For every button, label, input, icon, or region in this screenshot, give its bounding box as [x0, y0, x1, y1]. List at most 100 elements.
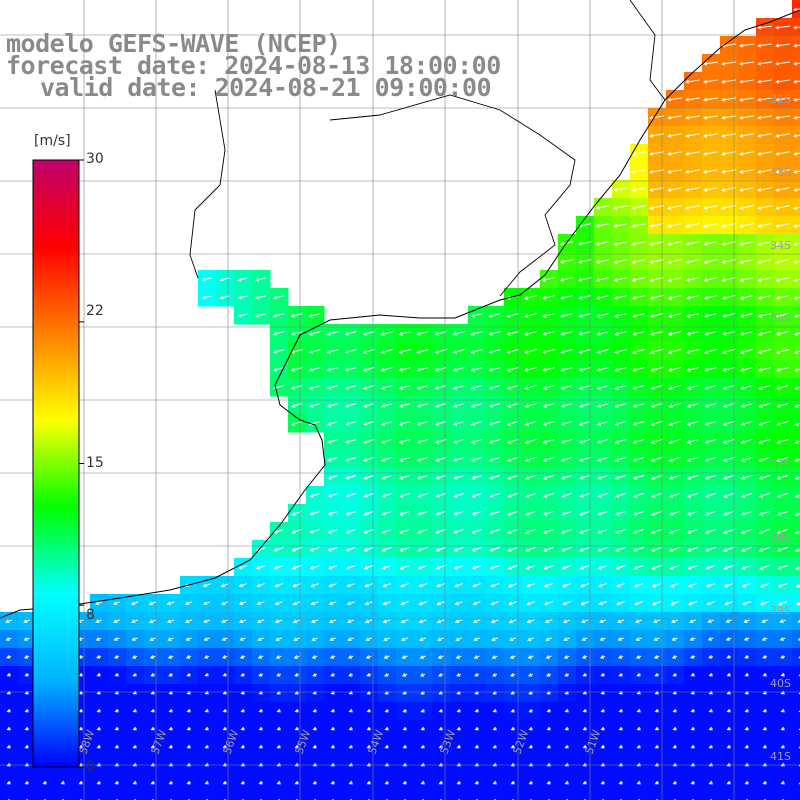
wind-arrowhead: [721, 97, 726, 102]
wind-arrowhead: [311, 655, 316, 659]
wind-arrowhead: [543, 583, 549, 588]
wind-arrowhead: [721, 295, 727, 300]
wind-arrowhead: [6, 708, 11, 713]
wind-arrow: [453, 456, 465, 462]
wind-arrowhead: [780, 654, 785, 659]
wind-arrowhead: [615, 493, 620, 498]
wind-arrowhead: [78, 762, 83, 767]
wind-arrowhead: [220, 583, 225, 588]
wind-arrowhead: [524, 421, 529, 426]
wind-arrow: [722, 61, 736, 65]
wind-arrowhead: [240, 708, 245, 713]
wind-arrowhead: [739, 79, 744, 84]
wind-arrowhead: [793, 25, 798, 30]
wind-arrowhead: [793, 223, 798, 228]
wind-arrowhead: [470, 439, 476, 444]
wind-arrow: [776, 79, 790, 83]
wind-arrowhead: [148, 601, 153, 606]
wind-arrow: [580, 528, 590, 534]
wind-arrowhead: [667, 350, 673, 354]
wind-arrowhead: [739, 115, 744, 120]
wind-arrow: [740, 151, 754, 155]
border-line: [629, 0, 666, 101]
wind-arrowhead: [775, 133, 780, 138]
wind-arrow: [95, 601, 103, 605]
wind-arrow: [706, 583, 716, 587]
wind-arrow: [740, 330, 754, 336]
wind-arrowhead: [344, 331, 349, 336]
wind-arrow: [562, 492, 572, 498]
wind-arrowhead: [363, 421, 368, 426]
wind-arrowhead: [438, 744, 443, 749]
wind-arrowhead: [542, 458, 547, 462]
wind-arrow: [704, 259, 718, 263]
wind-arrow: [275, 619, 283, 623]
wind-arrow: [436, 546, 446, 552]
wind-arrow: [345, 367, 357, 371]
wind-arrow: [381, 403, 393, 407]
wind-arrow: [741, 510, 753, 516]
wind-arrowhead: [290, 421, 295, 426]
wind-arrowhead: [758, 548, 764, 552]
wind-arrowhead: [724, 601, 729, 606]
wind-arrowhead: [24, 708, 29, 713]
wind-arrowhead: [794, 440, 799, 444]
wind-arrow: [723, 366, 735, 372]
wind-arrow: [671, 619, 679, 623]
wind-arrowhead: [309, 493, 314, 498]
wind-arrow: [614, 277, 628, 281]
wind-arrow: [777, 438, 789, 444]
wind-arrowhead: [740, 403, 745, 408]
wind-arrowhead: [150, 762, 155, 767]
wind-arrowhead: [598, 601, 603, 606]
wind-arrow: [723, 528, 735, 534]
wind-arrow: [579, 420, 591, 426]
wind-arrowhead: [204, 655, 209, 659]
wind-arrow: [311, 619, 319, 623]
wind-arrow: [758, 294, 772, 300]
wind-arrow: [776, 115, 790, 119]
wind-arrow: [759, 528, 771, 534]
wind-arrow: [759, 384, 771, 390]
wind-arrowhead: [762, 672, 767, 677]
wind-cell: [612, 792, 631, 800]
wind-arrowhead: [150, 672, 155, 677]
wind-arrowhead: [721, 151, 726, 156]
wind-arrow: [309, 349, 321, 353]
wind-arrowhead: [510, 744, 515, 749]
wind-arrow: [507, 313, 519, 317]
wind-arrowhead: [524, 440, 529, 444]
wind-arrowhead: [542, 331, 547, 336]
wind-arrowhead: [636, 726, 641, 731]
wind-arrowhead: [703, 295, 709, 300]
wind-arrowhead: [492, 762, 497, 767]
wind-arrow: [794, 368, 800, 372]
wind-arrowhead: [705, 493, 710, 498]
wind-arrowhead: [708, 708, 713, 713]
wind-arrowhead: [528, 780, 533, 785]
wind-arrowhead: [722, 458, 727, 462]
wind-arrowhead: [149, 655, 155, 659]
wind-arrowhead: [416, 457, 422, 462]
wind-arrow: [238, 313, 248, 317]
wind-arrow: [795, 422, 800, 426]
wind-arrowhead: [416, 385, 421, 390]
wind-arrow: [327, 349, 339, 353]
wind-arrowhead: [739, 205, 744, 210]
wind-arrowhead: [757, 332, 763, 336]
wind-arrow: [345, 439, 357, 443]
wind-arrow: [596, 205, 610, 209]
wind-arrow: [776, 151, 790, 155]
wind-arrowhead: [793, 242, 798, 246]
wind-arrow: [436, 474, 446, 480]
wind-arrowhead: [474, 762, 479, 767]
wind-arrowhead: [762, 780, 767, 785]
wind-arrowhead: [420, 780, 425, 785]
wind-arrow: [291, 403, 303, 407]
wind-arrow: [418, 546, 428, 552]
wind-arrowhead: [524, 385, 529, 390]
wind-arrowhead: [793, 133, 798, 138]
wind-arrow: [471, 456, 483, 462]
wind-arrowhead: [686, 512, 692, 516]
wind-arrowhead: [614, 367, 619, 372]
